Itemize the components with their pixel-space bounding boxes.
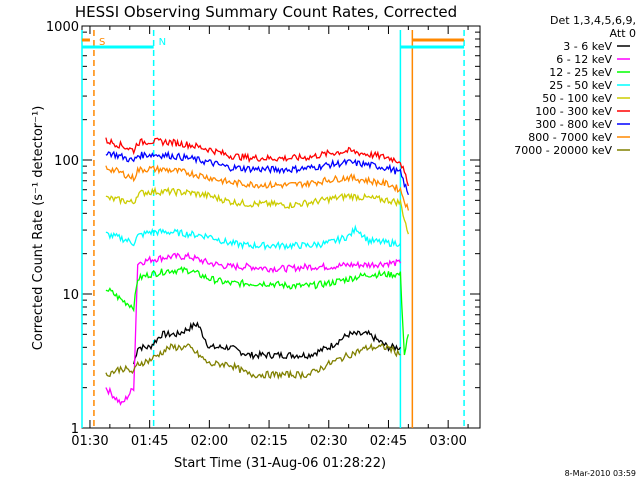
legend-label: 25 - 50 keV	[549, 79, 612, 92]
series-line	[105, 164, 410, 211]
legend-label: 6 - 12 keV	[556, 53, 612, 66]
series-line	[105, 137, 410, 187]
x-tick-label: 01:45	[131, 434, 168, 449]
footer-date: 8-Mar-2010 03:59	[565, 469, 636, 478]
x-tick-label: 01:30	[71, 434, 108, 449]
legend-label: 3 - 6 keV	[563, 40, 612, 53]
series-line	[105, 251, 401, 407]
y-axis-label: Corrected Count Rate (s⁻¹ detector⁻¹)	[31, 106, 46, 351]
y-tick-label: 1000	[46, 20, 79, 35]
event-marker-label: S	[99, 37, 105, 48]
legend-label: 7000 - 20000 keV	[514, 144, 612, 157]
legend-label: 50 - 100 keV	[542, 92, 612, 105]
y-tick-label: 100	[54, 154, 79, 169]
series-line	[133, 321, 401, 365]
x-tick-label: 03:00	[429, 434, 466, 449]
x-tick-label: 02:00	[191, 434, 228, 449]
plot-frame	[81, 25, 481, 429]
series-line	[105, 342, 401, 381]
y-tick-label: 10	[62, 288, 79, 303]
series-line	[105, 186, 410, 235]
legend-label: 800 - 7000 keV	[528, 131, 612, 144]
legend-label: 300 - 800 keV	[535, 118, 612, 131]
chart-title: HESSI Observing Summary Count Rates, Cor…	[75, 3, 457, 21]
legend-label: 100 - 300 keV	[535, 105, 612, 118]
x-tick-label: 02:30	[310, 434, 347, 449]
series-line	[105, 265, 410, 356]
legend-header-line: Att 0	[610, 27, 636, 40]
series-line	[105, 150, 410, 196]
legend-header-line: Det 1,3,4,5,6,9,	[550, 14, 636, 27]
x-axis-label: Start Time (31-Aug-06 01:28:22)	[174, 456, 386, 471]
event-marker-label: N	[159, 37, 166, 48]
legend-label: 12 - 25 keV	[549, 66, 612, 79]
x-tick-label: 02:15	[250, 434, 287, 449]
y-tick-label: 1	[71, 422, 79, 437]
x-tick-label: 02:45	[370, 434, 407, 449]
series-line	[105, 224, 401, 251]
legend-header: Det 1,3,4,5,6,9,Att 0	[550, 14, 636, 40]
